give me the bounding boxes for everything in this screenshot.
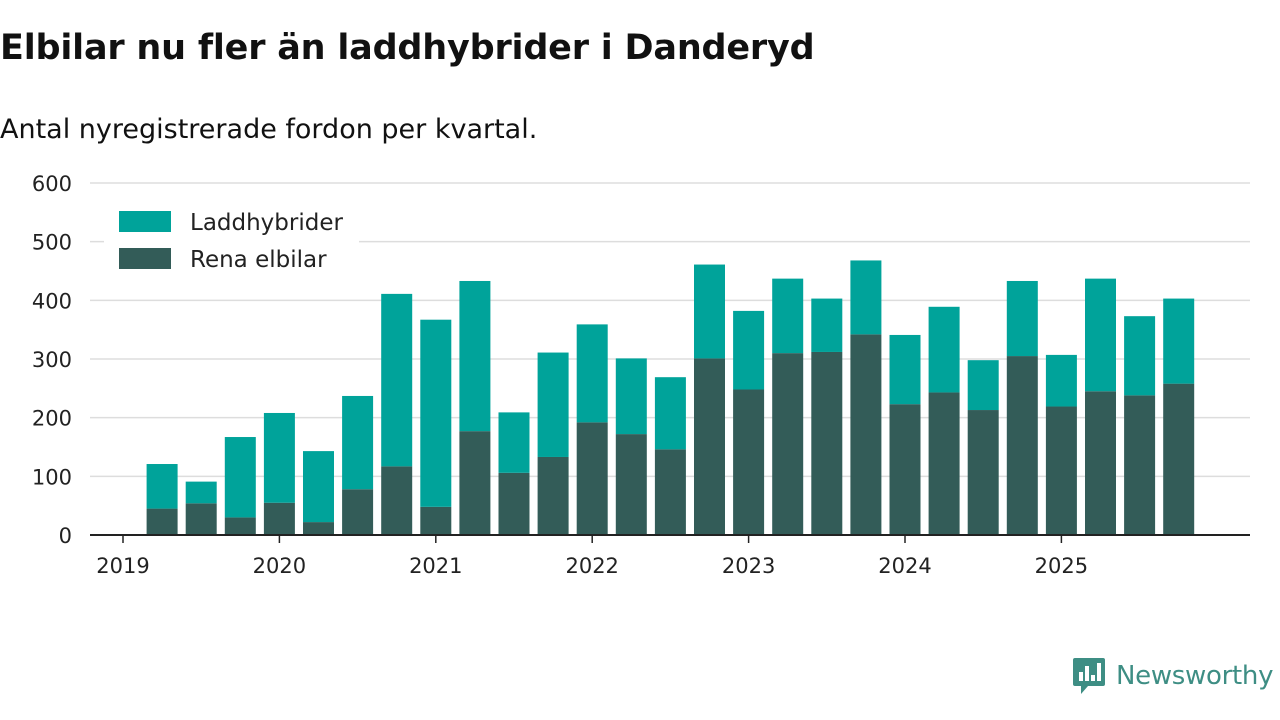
bar-elbilar bbox=[1045, 406, 1077, 535]
bar-laddhybrider bbox=[1045, 354, 1077, 407]
bar-laddhybrider bbox=[459, 280, 491, 432]
bar-elbilar bbox=[263, 502, 295, 535]
bar-laddhybrider bbox=[654, 377, 686, 450]
legend-swatch-elbilar bbox=[119, 248, 171, 269]
bar-elbilar bbox=[850, 334, 882, 535]
bar-laddhybrider bbox=[146, 464, 178, 509]
x-tick-label: 2024 bbox=[878, 554, 931, 578]
bar-elbilar bbox=[146, 508, 178, 535]
bar-elbilar bbox=[967, 410, 999, 535]
y-tick-label: 0 bbox=[59, 524, 72, 548]
x-tick-label: 2021 bbox=[409, 554, 462, 578]
bar-elbilar bbox=[654, 449, 686, 535]
bar-elbilar bbox=[889, 404, 921, 535]
bar-laddhybrider bbox=[185, 481, 217, 504]
bar-elbilar bbox=[381, 466, 413, 535]
bar-elbilar bbox=[224, 517, 256, 535]
bar-elbilar bbox=[1124, 395, 1156, 535]
bar-laddhybrider bbox=[889, 334, 921, 405]
y-tick-label: 300 bbox=[32, 348, 72, 372]
bar-laddhybrider bbox=[733, 310, 765, 390]
legend-swatch-laddhybrider bbox=[119, 211, 171, 232]
x-tick-label: 2023 bbox=[722, 554, 775, 578]
bar-elbilar bbox=[615, 434, 647, 535]
brand-name: Newsworthy bbox=[1116, 661, 1274, 691]
bar-laddhybrider bbox=[381, 293, 413, 467]
x-tick-label: 2025 bbox=[1035, 554, 1088, 578]
bar-elbilar bbox=[694, 358, 725, 535]
bar-laddhybrider bbox=[1085, 278, 1116, 392]
legend-label-laddhybrider: Laddhybrider bbox=[190, 210, 343, 236]
bar-laddhybrider bbox=[420, 319, 452, 507]
bar-elbilar bbox=[1085, 391, 1116, 535]
legend-label-elbilar: Rena elbilar bbox=[190, 247, 327, 273]
bar-elbilar bbox=[537, 456, 569, 535]
bar-laddhybrider bbox=[1124, 316, 1156, 396]
bar-elbilar bbox=[1006, 356, 1038, 535]
bar-elbilar bbox=[420, 506, 452, 535]
bar-elbilar bbox=[1163, 383, 1195, 535]
y-tick-label: 500 bbox=[32, 231, 72, 255]
bar-laddhybrider bbox=[263, 412, 295, 503]
bar-laddhybrider bbox=[967, 360, 999, 411]
bar-elbilar bbox=[459, 431, 491, 535]
y-tick-label: 600 bbox=[32, 172, 72, 196]
x-tick-label: 2020 bbox=[253, 554, 306, 578]
bar-laddhybrider bbox=[303, 451, 334, 523]
bar-laddhybrider bbox=[694, 264, 725, 359]
bar-laddhybrider bbox=[811, 298, 843, 352]
y-tick-label: 400 bbox=[32, 289, 72, 313]
bar-laddhybrider bbox=[224, 437, 256, 518]
bar-elbilar bbox=[342, 489, 374, 535]
bar-elbilar bbox=[185, 503, 217, 535]
bar-elbilar bbox=[576, 422, 608, 535]
bar-elbilar bbox=[928, 392, 960, 535]
chart-subtitle: Antal nyregistrerade fordon per kvartal. bbox=[0, 114, 538, 145]
bar-laddhybrider bbox=[576, 324, 608, 423]
x-tick-label: 2019 bbox=[96, 554, 149, 578]
bar-laddhybrider bbox=[772, 278, 804, 354]
bar-laddhybrider bbox=[928, 306, 960, 393]
y-tick-label: 200 bbox=[32, 407, 72, 431]
bar-laddhybrider bbox=[537, 352, 569, 457]
bar-elbilar bbox=[498, 472, 530, 535]
bar-laddhybrider bbox=[498, 412, 530, 473]
bar-laddhybrider bbox=[850, 260, 882, 335]
newsworthy-logo-icon bbox=[1073, 658, 1105, 694]
brand-logo: Newsworthy bbox=[1072, 656, 1273, 696]
bar-laddhybrider bbox=[342, 395, 374, 490]
bar-elbilar bbox=[733, 389, 765, 535]
bar-laddhybrider bbox=[1006, 280, 1038, 357]
bar-elbilar bbox=[772, 353, 804, 535]
bar-elbilar bbox=[303, 522, 334, 535]
x-tick-label: 2022 bbox=[565, 554, 618, 578]
bar-laddhybrider bbox=[1163, 298, 1195, 384]
bar-elbilar bbox=[811, 351, 843, 535]
chart-title: Elbilar nu fler än laddhybrider i Dander… bbox=[0, 28, 815, 68]
bar-laddhybrider bbox=[615, 358, 647, 435]
y-tick-label: 100 bbox=[32, 465, 72, 489]
